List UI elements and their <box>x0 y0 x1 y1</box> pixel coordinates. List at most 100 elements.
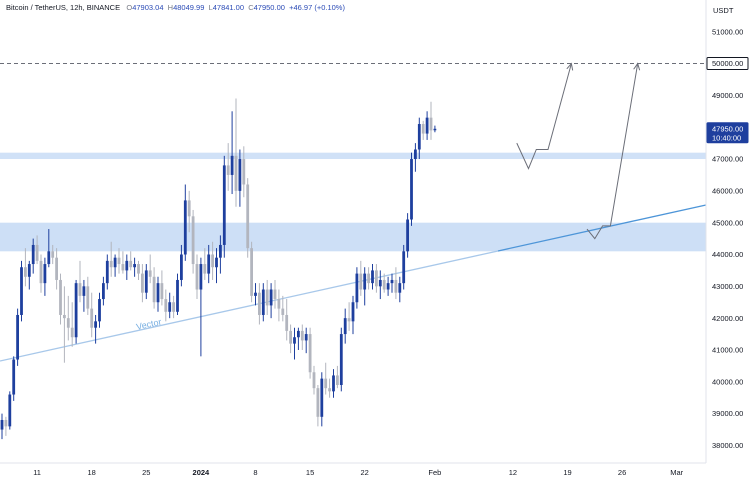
candle-body[interactable] <box>141 273 144 293</box>
candle-body[interactable] <box>160 283 164 300</box>
candle-body[interactable] <box>347 318 351 322</box>
candle-body[interactable] <box>199 264 203 290</box>
candle-body[interactable] <box>297 330 300 338</box>
candle-body[interactable] <box>293 337 296 344</box>
candle-body[interactable] <box>152 276 156 303</box>
candle-body[interactable] <box>367 273 370 284</box>
candle-body[interactable] <box>351 302 355 322</box>
candle-body[interactable] <box>332 375 335 392</box>
candle-body[interactable] <box>86 286 90 309</box>
candle-body[interactable] <box>102 283 105 300</box>
candle-body[interactable] <box>78 283 82 296</box>
candle-body[interactable] <box>343 318 347 335</box>
candle-body[interactable] <box>39 260 43 284</box>
candle-body[interactable] <box>129 260 133 268</box>
candle-body[interactable] <box>4 419 8 427</box>
candle-body[interactable] <box>363 273 367 290</box>
candle-body[interactable] <box>433 128 437 131</box>
candle-body[interactable] <box>183 200 187 255</box>
candle-body[interactable] <box>425 117 429 134</box>
candle-body[interactable] <box>59 279 62 315</box>
candle-body[interactable] <box>269 289 273 306</box>
trendline-strong[interactable] <box>497 204 707 252</box>
candle-body[interactable] <box>242 159 246 185</box>
candle-body[interactable] <box>90 308 94 328</box>
candle-body[interactable] <box>410 159 413 220</box>
candle-body[interactable] <box>0 419 4 430</box>
candle-body[interactable] <box>406 219 409 252</box>
candle-body[interactable] <box>12 359 16 395</box>
candle-body[interactable] <box>180 254 183 280</box>
candle-body[interactable] <box>378 279 382 287</box>
candle-body[interactable] <box>355 273 359 303</box>
candle-body[interactable] <box>324 378 328 389</box>
candle-body[interactable] <box>133 264 136 268</box>
candle-body[interactable] <box>35 244 39 261</box>
candle-body[interactable] <box>211 254 214 268</box>
candle-body[interactable] <box>421 124 425 134</box>
time-axis[interactable]: 11 18 25 2024 8 15 22 Feb 12 19 26 Mar <box>0 462 706 477</box>
candle-body[interactable] <box>289 330 292 344</box>
candle-body[interactable] <box>226 165 230 175</box>
candle-body[interactable] <box>234 155 238 191</box>
candle-body[interactable] <box>281 308 285 315</box>
candle-body[interactable] <box>113 257 117 268</box>
candle-body[interactable] <box>277 299 281 309</box>
candle-body[interactable] <box>222 165 226 245</box>
candle-body[interactable] <box>238 159 242 191</box>
candle-body[interactable] <box>176 279 179 312</box>
projection-path-1[interactable] <box>516 63 572 170</box>
candle-body[interactable] <box>20 267 23 315</box>
candle-body[interactable] <box>117 257 121 265</box>
candle-body[interactable] <box>125 260 129 271</box>
candle-body[interactable] <box>386 283 390 290</box>
candle-body[interactable] <box>273 289 277 300</box>
candle-body[interactable] <box>429 117 433 131</box>
candle-body[interactable] <box>285 314 289 331</box>
candle-body[interactable] <box>417 124 421 150</box>
projection-path-2[interactable] <box>586 63 639 240</box>
candle-body[interactable] <box>219 244 222 258</box>
candle-body[interactable] <box>258 292 261 315</box>
candle-body[interactable] <box>320 378 324 417</box>
candle-body[interactable] <box>144 270 148 293</box>
candle-body[interactable] <box>394 279 398 293</box>
candle-body[interactable] <box>336 375 339 385</box>
candle-body[interactable] <box>148 270 152 277</box>
candle-body[interactable] <box>121 264 125 271</box>
candle-body[interactable] <box>230 155 234 175</box>
candle-body[interactable] <box>156 283 160 303</box>
candle-body[interactable] <box>51 251 55 258</box>
candle-body[interactable] <box>191 216 195 265</box>
candle-body[interactable] <box>339 334 343 385</box>
candle-body[interactable] <box>47 251 51 265</box>
trendline-light[interactable] <box>0 250 499 362</box>
candle-body[interactable] <box>414 149 417 160</box>
candle-body[interactable] <box>304 334 308 341</box>
candle-body[interactable] <box>328 388 331 392</box>
candle-body[interactable] <box>137 264 140 274</box>
candle-body[interactable] <box>187 200 191 217</box>
candle-body[interactable] <box>43 264 47 284</box>
candle-body[interactable] <box>246 184 250 249</box>
candle-body[interactable] <box>70 327 74 338</box>
candle-body[interactable] <box>105 260 109 284</box>
candle-body[interactable] <box>94 321 97 328</box>
candle-body[interactable] <box>24 267 27 277</box>
candle-body[interactable] <box>82 286 86 296</box>
candle-body[interactable] <box>316 388 320 417</box>
candle-body[interactable] <box>398 283 402 293</box>
candle-body[interactable] <box>375 270 378 287</box>
candle-body[interactable] <box>74 283 78 338</box>
candle-body[interactable] <box>215 257 218 268</box>
support-zone[interactable] <box>0 222 706 252</box>
resistance-zone[interactable] <box>0 152 706 160</box>
candle-body[interactable] <box>261 289 265 315</box>
candle-body[interactable] <box>402 251 406 284</box>
candle-body[interactable] <box>207 254 211 274</box>
candle-body[interactable] <box>31 244 35 265</box>
candle-body[interactable] <box>66 318 70 328</box>
candle-body[interactable] <box>98 299 101 322</box>
price-axis[interactable]: USDT 38000.00 39000.00 40000.00 41000.00 420… <box>705 0 743 463</box>
